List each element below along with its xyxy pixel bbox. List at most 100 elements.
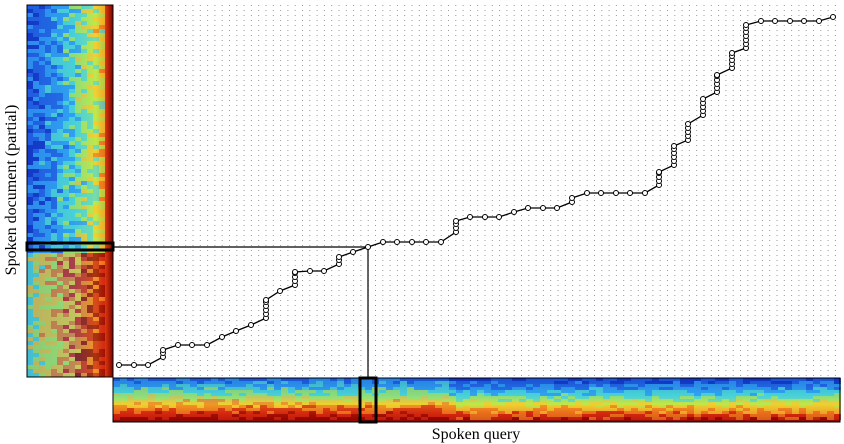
texture-cell (428, 414, 435, 417)
texture-cell (330, 414, 337, 417)
texture-cell (39, 225, 45, 229)
texture-cell (190, 393, 197, 396)
texture-cell (827, 399, 834, 402)
texture-cell (386, 396, 393, 399)
texture-cell (183, 417, 190, 420)
texture-cell (87, 41, 93, 45)
texture-cell (589, 399, 596, 402)
texture-cell (99, 309, 105, 313)
texture-cell (93, 257, 99, 261)
texture-cell (99, 81, 105, 85)
texture-cell (239, 411, 246, 414)
texture-cell (687, 393, 694, 396)
texture-cell (45, 205, 51, 209)
texture-cell (69, 53, 75, 57)
texture-cell (87, 321, 93, 325)
texture-cell (295, 390, 302, 393)
texture-cell (435, 387, 442, 390)
texture-cell (87, 341, 93, 345)
texture-cell (463, 396, 470, 399)
texture-cell (589, 384, 596, 387)
texture-cell (337, 390, 344, 393)
texture-cell (27, 285, 33, 289)
texture-cell (253, 390, 260, 393)
texture-cell (582, 384, 589, 387)
texture-cell (75, 321, 81, 325)
texture-cell (386, 387, 393, 390)
texture-cell (134, 387, 141, 390)
texture-cell (75, 353, 81, 357)
texture-cell (694, 399, 701, 402)
texture-cell (568, 387, 575, 390)
texture-cell (470, 384, 477, 387)
texture-cell (260, 384, 267, 387)
texture-cell (69, 277, 75, 281)
texture-cell (87, 269, 93, 273)
texture-cell (120, 417, 127, 420)
texture-cell (81, 273, 87, 277)
texture-cell (421, 378, 428, 381)
texture-cell (45, 245, 51, 249)
texture-cell (63, 361, 69, 365)
texture-cell (505, 405, 512, 408)
texture-cell (155, 399, 162, 402)
texture-cell (33, 317, 39, 321)
texture-cell (365, 387, 372, 390)
texture-cell (729, 408, 736, 411)
texture-cell (638, 399, 645, 402)
texture-cell (57, 293, 63, 297)
texture-cell (463, 417, 470, 420)
texture-cell (624, 378, 631, 381)
texture-cell (39, 181, 45, 185)
texture-cell (449, 396, 456, 399)
texture-cell (33, 297, 39, 301)
texture-cell (330, 402, 337, 405)
texture-cell (113, 390, 120, 393)
texture-cell (379, 378, 386, 381)
texture-cell (512, 381, 519, 384)
texture-cell (638, 387, 645, 390)
texture-cell (225, 414, 232, 417)
texture-cell (827, 396, 834, 399)
texture-cell (87, 117, 93, 121)
texture-cell (533, 399, 540, 402)
texture-cell (554, 405, 561, 408)
texture-cell (295, 414, 302, 417)
texture-cell (87, 169, 93, 173)
texture-cell (120, 378, 127, 381)
texture-cell (141, 414, 148, 417)
texture-cell (45, 217, 51, 221)
texture-cell (39, 297, 45, 301)
texture-cell (498, 384, 505, 387)
texture-cell (63, 121, 69, 125)
texture-cell (141, 399, 148, 402)
texture-cell (51, 237, 57, 241)
texture-cell (39, 329, 45, 333)
texture-cell (547, 414, 554, 417)
texture-cell (624, 414, 631, 417)
path-node (145, 362, 151, 368)
texture-cell (470, 411, 477, 414)
texture-cell (610, 414, 617, 417)
texture-cell (827, 408, 834, 411)
texture-cell (63, 161, 69, 165)
texture-cell (491, 417, 498, 420)
texture-cell (27, 93, 33, 97)
texture-cell (785, 396, 792, 399)
texture-cell (351, 399, 358, 402)
texture-cell (33, 37, 39, 41)
texture-cell (93, 373, 99, 377)
texture-cell (183, 399, 190, 402)
texture-cell (81, 265, 87, 269)
texture-cell (288, 414, 295, 417)
texture-cell (99, 257, 105, 261)
texture-cell (498, 399, 505, 402)
texture-cell (39, 237, 45, 241)
texture-cell (93, 113, 99, 117)
texture-cell (155, 381, 162, 384)
texture-cell (93, 121, 99, 125)
texture-cell (540, 387, 547, 390)
texture-cell (757, 399, 764, 402)
texture-cell (435, 390, 442, 393)
texture-cell (176, 381, 183, 384)
